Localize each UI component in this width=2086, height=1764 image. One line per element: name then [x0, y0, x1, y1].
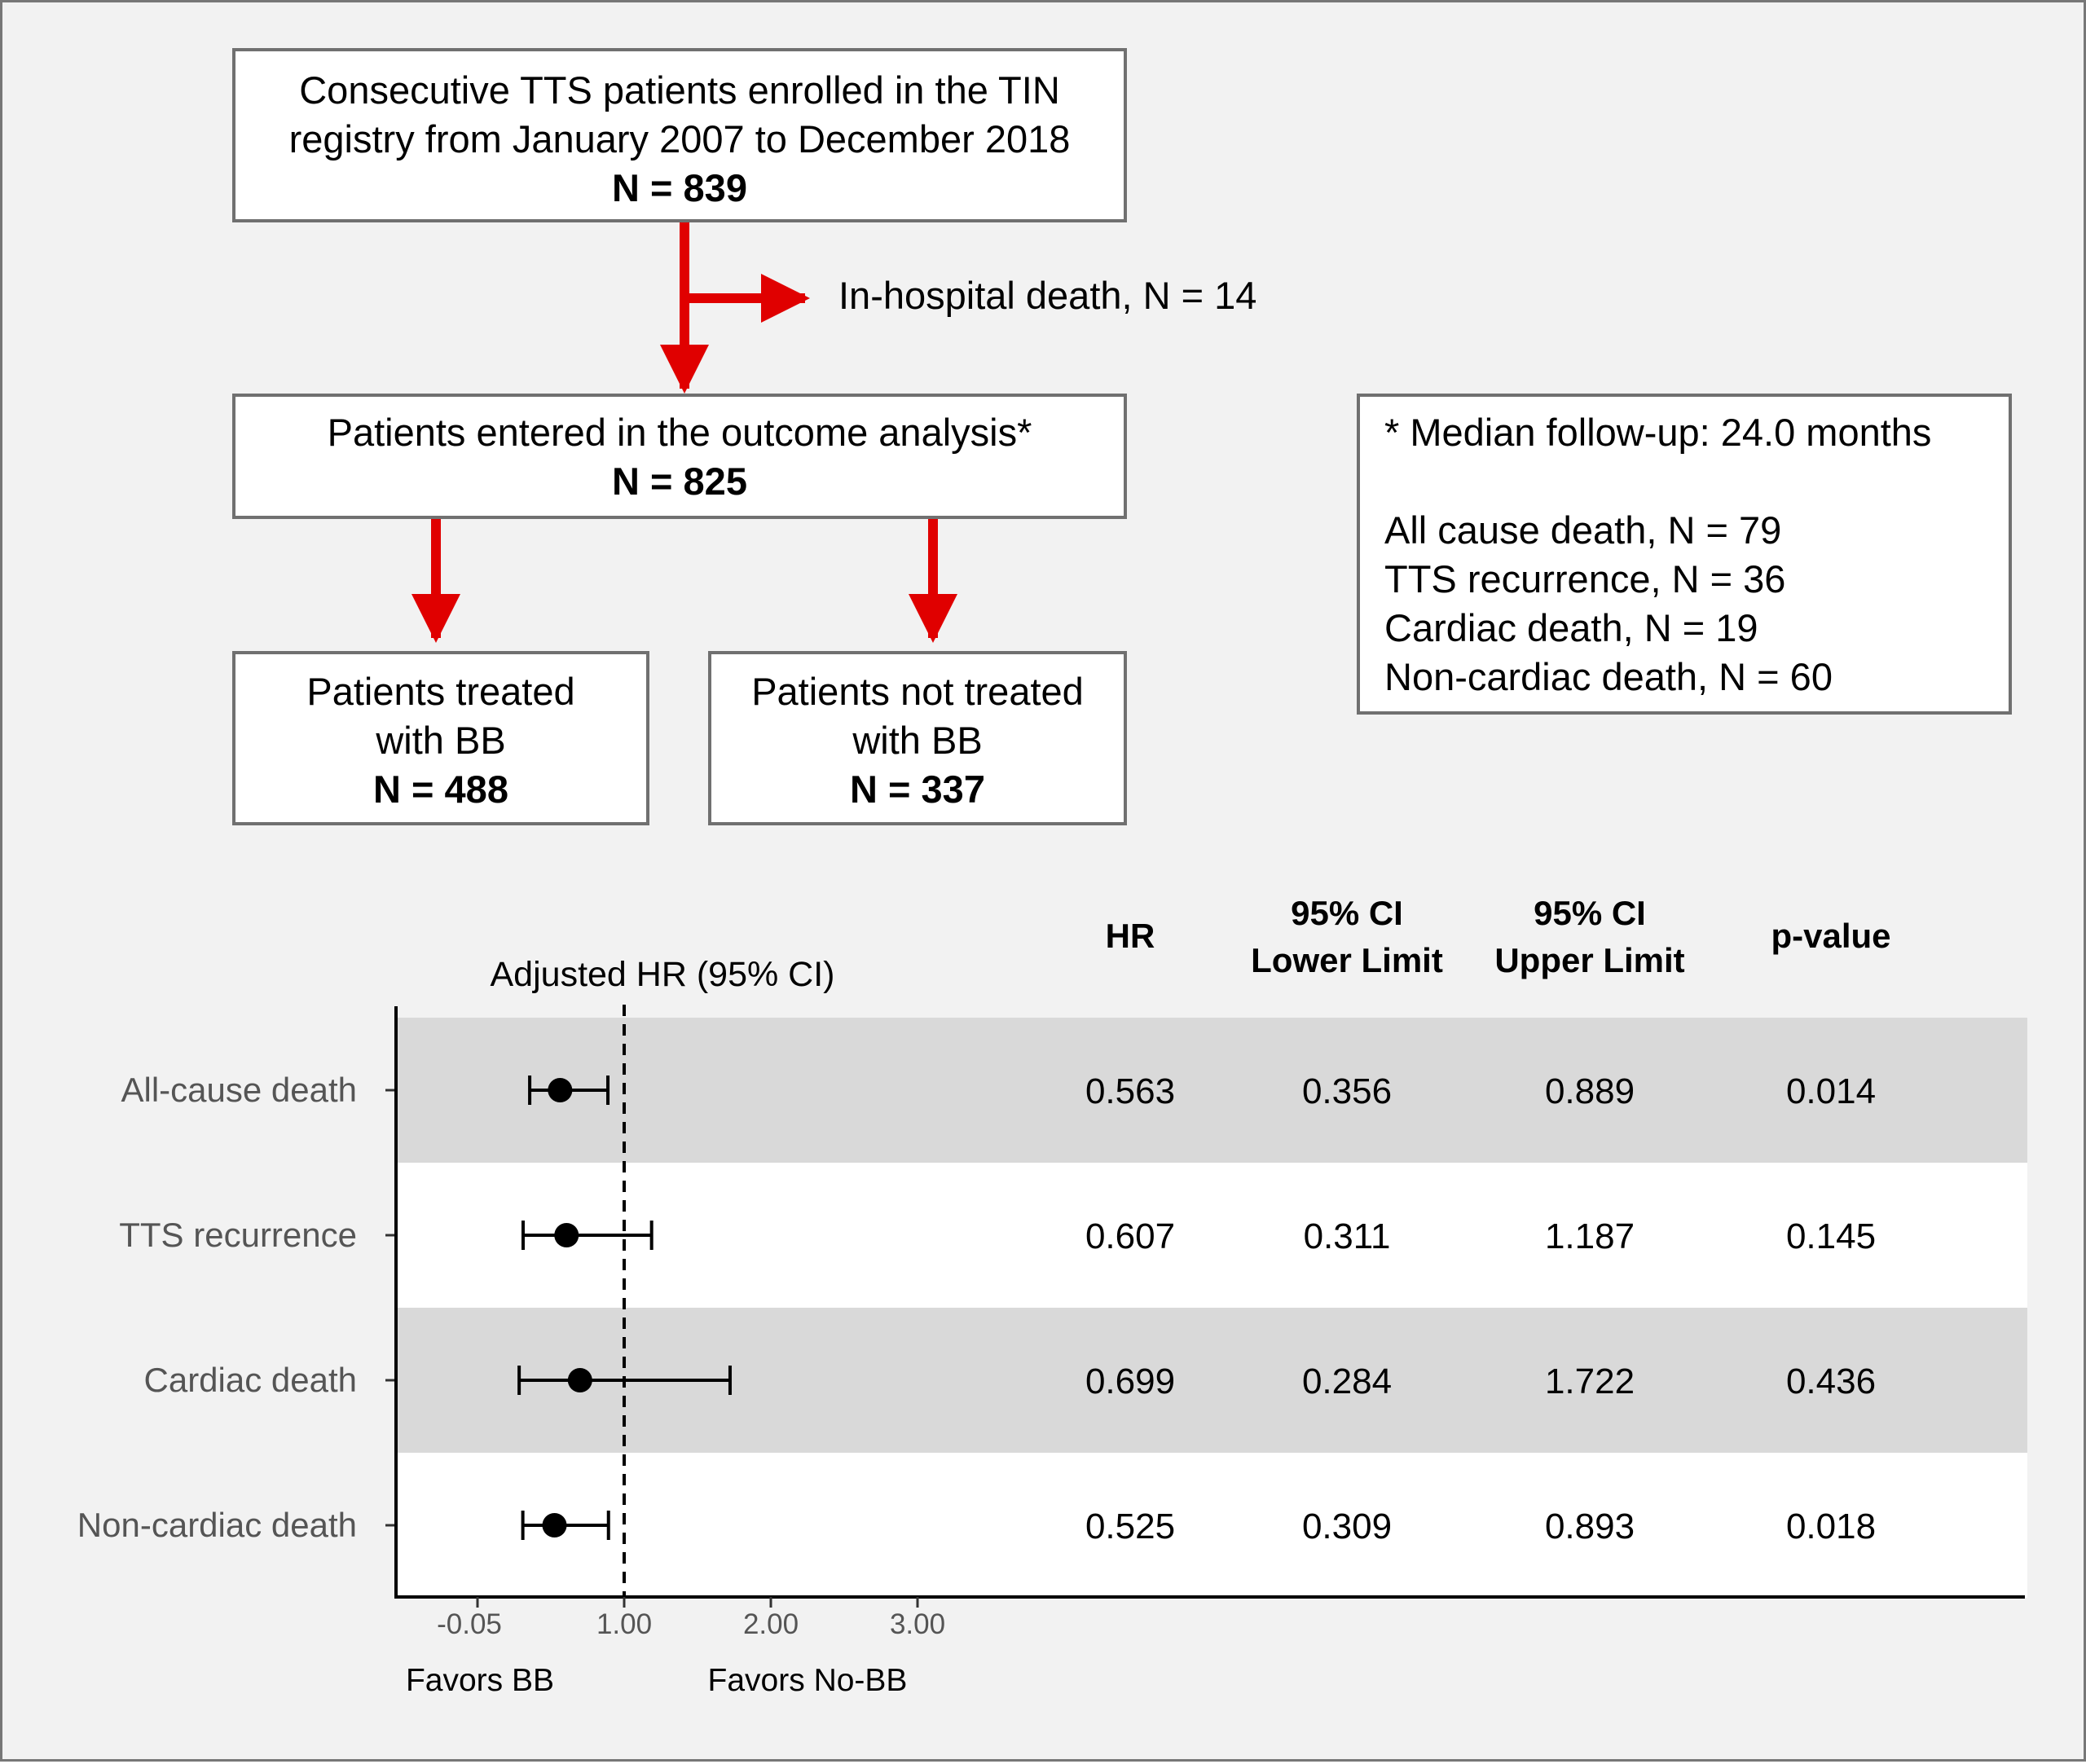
row-label: Non-cardiac death	[77, 1506, 357, 1544]
x-ticks: -0.05 1.00 2.00 3.00	[437, 1597, 945, 1640]
note-item: Non-cardiac death, N = 60	[1384, 655, 1833, 698]
analysis-box: Patients entered in the outcome analysis…	[232, 394, 1127, 519]
row-band	[398, 1018, 2027, 1163]
p-value: 0.018	[1786, 1507, 1876, 1546]
forest-rows: All-cause death 0.563 0.356 0.889 0.014 TTS r…	[77, 1071, 1876, 1546]
favors-left-label: Favors BB	[406, 1663, 554, 1698]
exclusion-label: In-hospital death, N = 14	[838, 274, 1257, 317]
lower-value: 0.309	[1302, 1507, 1392, 1546]
upper-value: 0.893	[1545, 1507, 1635, 1546]
treated-box: Patients treated with BB N = 488	[232, 651, 649, 825]
header-lower-2: Lower Limit	[1251, 941, 1443, 979]
header-upper-1: 95% CI	[1534, 894, 1646, 932]
cohort-box: Consecutive TTS patients enrolled in the…	[232, 48, 1127, 222]
note-item: All cause death, N = 79	[1384, 508, 1782, 552]
hr-point	[567, 1368, 592, 1392]
follow-up-line: * Median follow-up: 24.0 months	[1384, 411, 1932, 454]
note-item: Cardiac death, N = 19	[1384, 606, 1758, 649]
not-treated-line-2: with BB	[852, 719, 983, 762]
favors-right-label: Favors No-BB	[708, 1663, 908, 1698]
cohort-line-1: Consecutive TTS patients enrolled in the…	[299, 68, 1060, 112]
hr-value: 0.607	[1085, 1216, 1175, 1256]
row-label: TTS recurrence	[119, 1216, 357, 1254]
treated-line-1: Patients treated	[306, 670, 575, 713]
treated-n: N = 488	[373, 768, 508, 811]
treated-line-2: with BB	[376, 719, 506, 762]
note-item: TTS recurrence, N = 36	[1384, 557, 1786, 600]
hr-point	[548, 1078, 573, 1102]
x-tick-label: 3.00	[890, 1608, 945, 1640]
row-label: Cardiac death	[144, 1361, 358, 1399]
p-value: 0.145	[1786, 1216, 1876, 1256]
p-value: 0.014	[1786, 1071, 1876, 1111]
x-tick-label: 2.00	[743, 1608, 799, 1640]
x-tick-label: 1.00	[596, 1608, 652, 1640]
follow-up-note-box: * Median follow-up: 24.0 months All caus…	[1357, 394, 2012, 715]
header-p: p-value	[1771, 917, 1890, 955]
cohort-line-2: registry from January 2007 to December 2…	[288, 117, 1071, 161]
row-label: All-cause death	[121, 1071, 357, 1109]
x-tick-label: -0.05	[437, 1608, 502, 1640]
cohort-n: N = 839	[612, 166, 747, 209]
hr-point	[554, 1223, 579, 1247]
hr-value: 0.563	[1085, 1071, 1175, 1111]
hr-point	[542, 1513, 567, 1537]
not-treated-line-1: Patients not treated	[751, 670, 1084, 713]
header-upper-2: Upper Limit	[1494, 941, 1684, 979]
lower-value: 0.356	[1302, 1071, 1392, 1111]
hr-value: 0.699	[1085, 1361, 1175, 1401]
lower-value: 0.284	[1302, 1361, 1392, 1401]
hr-value: 0.525	[1085, 1507, 1175, 1546]
not-treated-box: Patients not treated with BB N = 337	[708, 651, 1127, 825]
plot-title: Adjusted HR (95% CI)	[491, 955, 835, 994]
upper-value: 1.722	[1545, 1361, 1635, 1401]
flow-arrows	[411, 222, 957, 643]
upper-value: 0.889	[1545, 1071, 1635, 1111]
analysis-line-1: Patients entered in the outcome analysis…	[327, 411, 1032, 454]
not-treated-n: N = 337	[850, 768, 985, 811]
p-value: 0.436	[1786, 1361, 1876, 1401]
upper-value: 1.187	[1545, 1216, 1635, 1256]
header-lower-1: 95% CI	[1291, 894, 1403, 932]
lower-value: 0.311	[1304, 1216, 1391, 1256]
header-hr: HR	[1106, 917, 1155, 955]
analysis-n: N = 825	[612, 460, 747, 503]
